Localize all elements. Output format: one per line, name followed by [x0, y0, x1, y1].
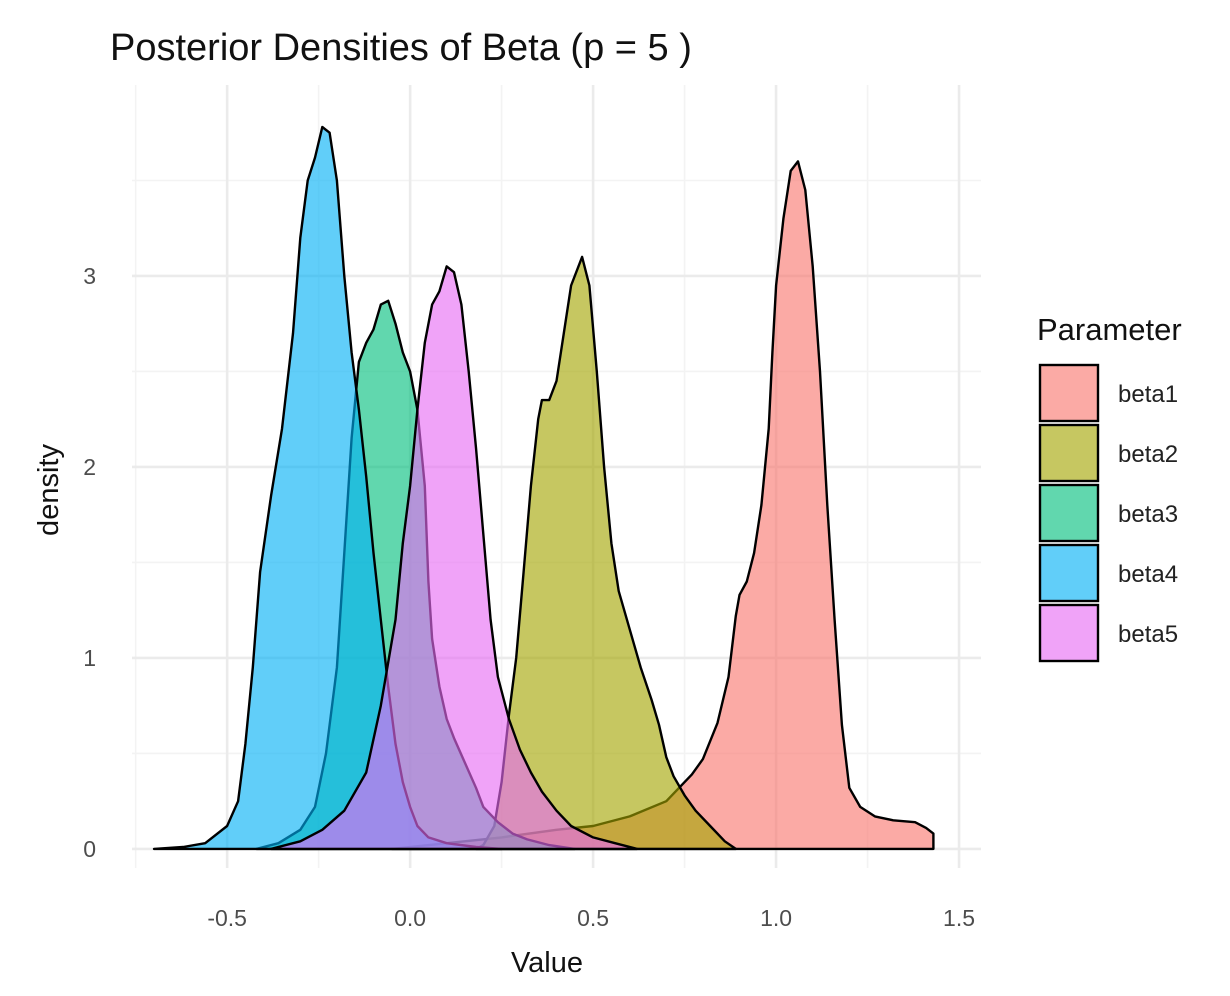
x-tick-label: -0.5 [207, 905, 247, 931]
x-tick-label: 0.5 [577, 905, 609, 931]
legend-key-beta2 [1038, 423, 1100, 483]
y-tick-label: 2 [83, 454, 96, 480]
legend-label-beta3: beta3 [1118, 501, 1178, 528]
x-tick-label: 1.0 [760, 905, 792, 931]
density-area-beta2 [474, 255, 737, 851]
legend-key-beta5 [1038, 603, 1100, 663]
x-tick-label: 0.0 [394, 905, 426, 931]
y-tick-label: 3 [83, 263, 96, 289]
x-tick-label: 1.5 [943, 905, 975, 931]
legend-key-beta3 [1038, 483, 1100, 543]
y-axis-title: density [33, 444, 65, 536]
legend: Parameter beta1 beta2 beta3 beta4 beta5 [1037, 312, 1182, 663]
legend-title: Parameter [1037, 312, 1182, 347]
plot-axes: -0.5 0.0 0.5 1.0 1.5 0 1 2 3 [83, 263, 975, 931]
legend-key-beta1 [1038, 363, 1100, 423]
y-tick-label: 1 [83, 645, 96, 671]
legend-key-beta4 [1038, 543, 1100, 603]
legend-label-beta4: beta4 [1118, 561, 1178, 588]
chart-title: Posterior Densities of Beta (p = 5 ) [110, 27, 692, 69]
y-tick-label: 0 [83, 836, 96, 862]
legend-label-beta5: beta5 [1118, 621, 1178, 648]
legend-label-beta2: beta2 [1118, 441, 1178, 468]
x-axis-title: Value [511, 947, 583, 979]
plot-series [152, 125, 935, 851]
legend-label-beta1: beta1 [1118, 381, 1178, 408]
density-area-beta5 [269, 265, 639, 851]
